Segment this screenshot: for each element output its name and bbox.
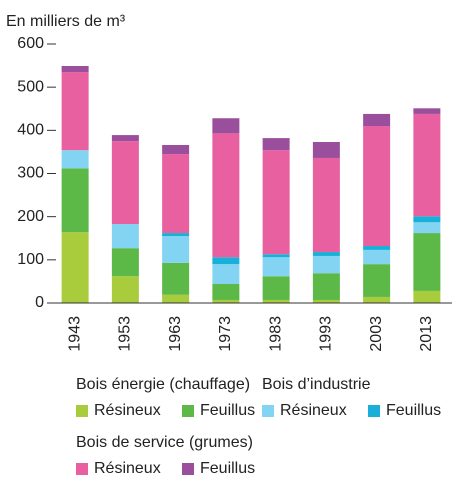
legend-swatch — [368, 405, 380, 417]
bar-segment — [61, 72, 89, 151]
bar-segment — [413, 216, 441, 223]
legend-label: Feuillus — [386, 402, 441, 419]
bar-segment — [363, 126, 391, 247]
bar-segment — [363, 113, 391, 127]
bar-segment — [61, 66, 89, 73]
bar-segment — [162, 233, 190, 237]
y-tick-label: 100 — [17, 251, 44, 268]
x-tick-label: 2013 — [418, 316, 435, 352]
y-tick-label: 300 — [17, 165, 44, 182]
bar-segment — [262, 138, 290, 151]
bar-segment — [111, 276, 139, 303]
x-tick-label: 1943 — [66, 316, 83, 352]
bar-segment — [312, 252, 340, 256]
legend-swatch — [76, 405, 88, 417]
bar-segment — [262, 276, 290, 300]
bar-segment — [162, 262, 190, 295]
legend-label: Feuillus — [200, 460, 255, 477]
bar-segment — [312, 255, 340, 274]
bar-segment — [212, 118, 240, 134]
bar-segment — [212, 264, 240, 285]
x-tick-label: 1963 — [167, 316, 184, 352]
bar-segment — [363, 249, 391, 265]
bar-segment — [312, 299, 340, 303]
bar-segment — [262, 299, 290, 303]
bar-segment — [162, 145, 190, 155]
bar-segment — [312, 141, 340, 158]
y-tick-label: 200 — [17, 208, 44, 225]
legend-label: Résineux — [280, 402, 347, 419]
legend-label: Résineux — [94, 460, 161, 477]
bar-segment — [363, 246, 391, 250]
bar-segment — [262, 150, 290, 255]
y-tick-label: 500 — [17, 78, 44, 95]
bar-segment — [61, 168, 89, 233]
bar-segment — [162, 294, 190, 303]
bar-segment — [312, 273, 340, 300]
y-tick-label: 600 — [17, 35, 44, 52]
legend-group-title: Bois d’industrie — [262, 376, 371, 393]
bar-segment — [363, 264, 391, 297]
legend-swatch — [76, 463, 88, 475]
legend-label: Résineux — [94, 402, 161, 419]
y-tick-label: 0 — [35, 294, 44, 311]
bar-segment — [413, 108, 441, 114]
bar-segment — [111, 248, 139, 277]
bar-segment — [413, 113, 441, 217]
y-tick-label: 400 — [17, 122, 44, 139]
bar-segment — [212, 133, 240, 258]
bar-segment — [413, 290, 441, 303]
bar-segment — [413, 222, 441, 234]
legend-swatch — [262, 405, 274, 417]
bar-segment — [212, 284, 240, 300]
bar-segment — [212, 299, 240, 303]
bar-segment — [212, 257, 240, 265]
bar-segment — [262, 257, 290, 277]
bar-segment — [111, 224, 139, 249]
bar-segment — [61, 232, 89, 303]
x-tick-label: 2003 — [368, 316, 385, 352]
legend-swatch — [182, 405, 194, 417]
x-tick-label: 1983 — [267, 316, 284, 352]
bar-segment — [363, 296, 391, 303]
x-tick-label: 1973 — [217, 316, 234, 352]
x-tick-label: 1953 — [117, 316, 134, 352]
bar-segment — [61, 150, 89, 169]
legend-swatch — [182, 463, 194, 475]
bar-segment — [111, 135, 139, 142]
bar-segment — [413, 233, 441, 291]
bar-segment — [162, 236, 190, 263]
bar-segment — [262, 254, 290, 258]
chart-title: En milliers de m³ — [6, 13, 126, 30]
legend-group-title: Bois énergie (chauffage) — [76, 376, 250, 393]
x-tick-label: 1993 — [318, 316, 335, 352]
legend-group-title: Bois de service (grumes) — [76, 434, 253, 451]
bar-segment — [312, 157, 340, 253]
bar-segment — [111, 141, 139, 225]
legend-label: Feuillus — [200, 402, 255, 419]
bar-segment — [162, 154, 190, 234]
